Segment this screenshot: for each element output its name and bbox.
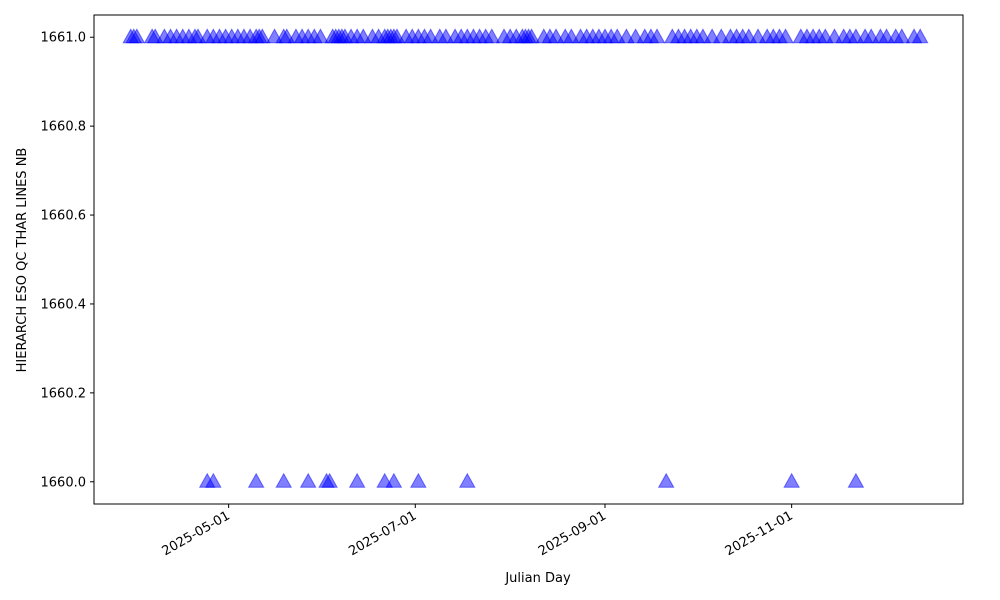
y-axis-label: HIERARCH ESO QC THAR LINES NB bbox=[15, 148, 30, 373]
data-point bbox=[523, 28, 540, 44]
x-tick-label: 2025-09-01 bbox=[536, 508, 609, 559]
y-tick-label: 1660.2 bbox=[41, 386, 87, 401]
data-points bbox=[122, 28, 929, 488]
data-point bbox=[253, 28, 271, 44]
x-tick-label: 2025-05-01 bbox=[160, 508, 233, 559]
data-point bbox=[893, 28, 911, 44]
y-tick-label: 1661.0 bbox=[41, 31, 87, 46]
data-point bbox=[409, 472, 427, 488]
y-tick-label: 1660.0 bbox=[41, 475, 87, 490]
data-point bbox=[458, 472, 476, 488]
x-axis-label: Julian Day bbox=[504, 571, 571, 586]
y-tick-label: 1660.8 bbox=[41, 120, 87, 135]
data-point bbox=[299, 472, 317, 488]
data-point bbox=[128, 28, 146, 44]
data-point bbox=[348, 472, 366, 488]
data-point bbox=[783, 472, 800, 488]
data-point bbox=[648, 28, 666, 44]
data-point bbox=[777, 28, 794, 44]
data-point bbox=[321, 472, 338, 488]
data-point bbox=[247, 472, 265, 488]
data-point bbox=[385, 472, 403, 488]
data-point bbox=[204, 472, 222, 488]
data-point bbox=[275, 472, 293, 488]
data-point bbox=[657, 472, 675, 488]
plot-frame bbox=[93, 14, 964, 505]
data-point bbox=[847, 472, 865, 488]
data-point bbox=[911, 28, 929, 44]
y-tick-label: 1660.6 bbox=[41, 209, 87, 224]
data-point bbox=[312, 28, 329, 44]
y-tick-label: 1660.4 bbox=[41, 297, 87, 312]
x-tick-label: 2025-07-01 bbox=[346, 508, 419, 559]
x-tick-label: 2025-11-01 bbox=[723, 508, 796, 559]
data-point bbox=[483, 28, 501, 44]
